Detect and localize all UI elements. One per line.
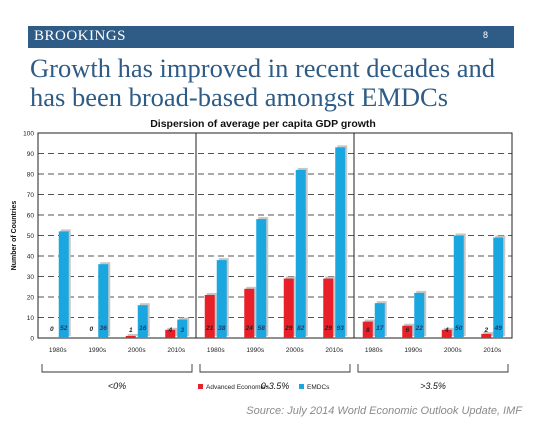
x-tick-label: 2000s: [444, 347, 462, 354]
page-number: 8: [482, 30, 488, 40]
data-label-advanced: 6: [405, 327, 409, 334]
data-label-advanced: 29: [324, 325, 333, 332]
source-note: Source: July 2014 World Economic Outlook…: [246, 405, 522, 417]
x-tick-label: 2010s: [483, 347, 501, 354]
data-label-advanced: 8: [366, 327, 370, 334]
data-label-advanced: 4: [444, 327, 449, 334]
bar-shadow: [127, 333, 138, 336]
data-label-advanced: 29: [284, 325, 293, 332]
y-tick-label: 50: [27, 233, 35, 240]
data-label-emdc: 93: [337, 325, 345, 332]
bar-emdc: [374, 303, 385, 338]
bar-advanced: [362, 321, 373, 338]
x-tick-label: 1980s: [365, 347, 383, 354]
chart-title: Dispersion of average per capita GDP gro…: [150, 118, 376, 130]
legend-swatch-advanced: [198, 384, 203, 389]
y-tick-label: 80: [27, 172, 35, 179]
y-tick-label: 70: [27, 192, 35, 199]
data-label-emdc: 49: [494, 325, 503, 332]
data-label-advanced: 0: [50, 326, 54, 333]
brand-name: BROOKINGS: [34, 28, 127, 44]
x-tick-label: 2000s: [286, 347, 304, 354]
group-label: <0%: [108, 381, 126, 391]
y-tick-label: 0: [30, 336, 34, 343]
x-tick-label: 1990s: [88, 347, 106, 354]
slide-title: Growth has improved in recent decades an…: [30, 53, 496, 112]
bar-advanced: [481, 333, 492, 338]
bar-advanced: [323, 278, 334, 338]
x-tick-label: 2000s: [128, 347, 146, 354]
bar-emdc: [137, 305, 148, 338]
bar-advanced: [204, 294, 215, 338]
x-tick-label: 2010s: [325, 347, 343, 354]
data-label-emdc: 52: [60, 325, 68, 332]
bar-emdc: [256, 219, 267, 338]
bar-emdc: [493, 237, 504, 338]
legend-label-advanced: Advanced Economies: [206, 384, 270, 391]
y-tick-label: 10: [27, 315, 35, 322]
legend-label-emdc: EMDCs: [307, 384, 330, 391]
data-label-advanced: 0: [89, 326, 93, 333]
data-label-advanced: 21: [205, 325, 214, 332]
y-tick-label: 100: [23, 131, 34, 138]
data-label-emdc: 22: [415, 325, 424, 332]
data-label-emdc: 38: [218, 325, 226, 332]
bar-advanced: [441, 329, 452, 338]
data-label-emdc: 50: [455, 325, 463, 332]
bar-emdc: [98, 264, 109, 338]
bar-emdc: [335, 147, 346, 338]
bar-advanced: [244, 288, 255, 338]
bar-emdc: [216, 260, 227, 338]
bar-advanced: [402, 325, 413, 338]
bar-emdc: [58, 231, 69, 338]
bar-emdc: [453, 235, 464, 338]
y-tick-label: 60: [27, 213, 35, 220]
x-tick-label: 1980s: [49, 347, 67, 354]
data-label-advanced: 1: [129, 327, 133, 334]
data-label-advanced: 24: [245, 325, 254, 332]
y-tick-label: 20: [27, 295, 35, 302]
data-label-advanced: 2: [483, 327, 488, 334]
group-label: 0-3.5%: [261, 381, 290, 391]
y-tick-label: 40: [27, 254, 35, 261]
x-tick-label: 1980s: [207, 347, 225, 354]
y-axis-label: Number of Countries: [11, 201, 18, 271]
group-label: >3.5%: [420, 381, 446, 391]
data-label-emdc: 36: [100, 325, 108, 332]
data-label-emdc: 17: [376, 325, 384, 332]
bar-emdc: [295, 169, 306, 338]
bar-advanced: [125, 335, 136, 338]
data-label-emdc: 58: [258, 325, 266, 332]
plot-frame: [37, 132, 513, 339]
group-bracket: [357, 364, 509, 373]
data-label-emdc: 16: [139, 325, 147, 332]
legend-swatch-emdc: [299, 384, 304, 389]
group-bracket: [41, 364, 193, 373]
bar-emdc: [177, 319, 188, 338]
bar-advanced: [283, 278, 294, 338]
y-tick-label: 90: [27, 151, 35, 158]
data-label-emdc: 3: [180, 327, 184, 334]
x-tick-label: 1990s: [404, 347, 422, 354]
data-label-emdc: 82: [297, 325, 305, 332]
brand-bar: BROOKINGS 8: [28, 26, 514, 48]
bar-emdc: [414, 292, 425, 338]
bar-advanced: [165, 329, 176, 338]
x-tick-label: 1990s: [246, 347, 264, 354]
data-label-advanced: 4: [167, 327, 172, 334]
y-tick-label: 30: [27, 274, 35, 281]
group-bracket: [199, 364, 351, 373]
x-tick-label: 2010s: [167, 347, 185, 354]
